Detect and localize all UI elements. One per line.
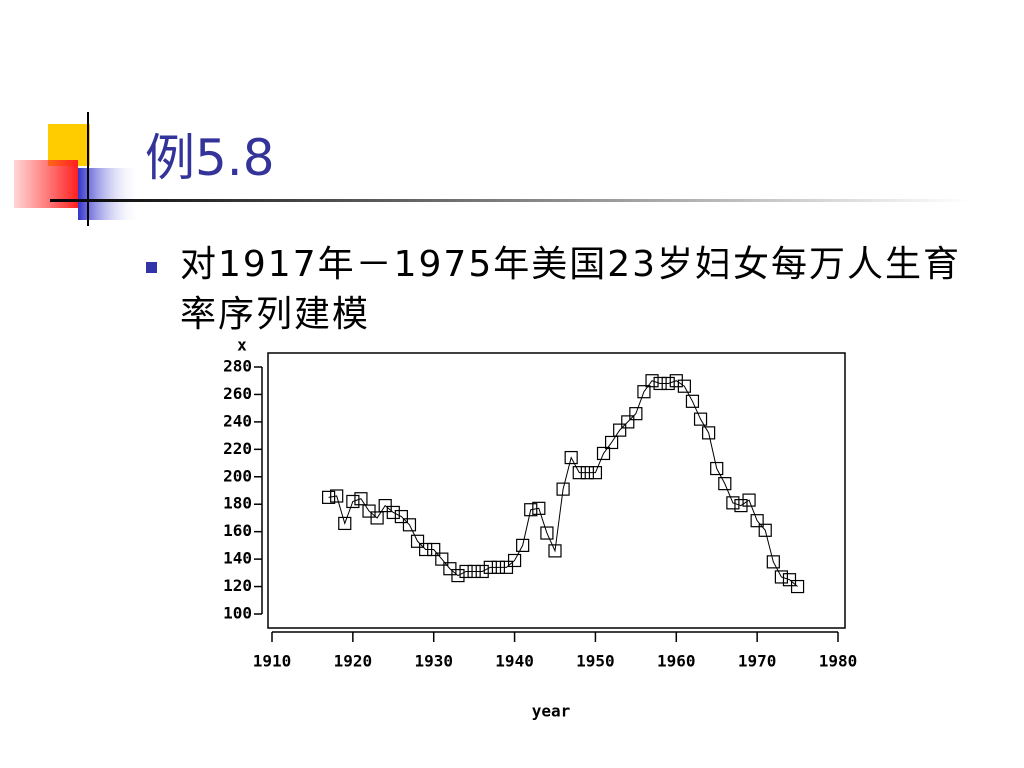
data-point (467, 564, 481, 579)
data-point (661, 376, 675, 391)
data-point (726, 496, 740, 510)
x-tick-label: 1950 (576, 652, 615, 671)
x-tick-label: 1910 (253, 652, 292, 671)
data-point (613, 423, 627, 437)
x-tick-label: 1960 (657, 652, 696, 671)
data-point (637, 385, 651, 399)
data-point (710, 461, 724, 476)
data-point (524, 503, 538, 517)
data-point (330, 489, 344, 503)
data-point (548, 544, 562, 558)
x-tick-label: 1930 (414, 652, 453, 671)
data-point (790, 579, 805, 594)
data-point (378, 498, 392, 513)
data-point (386, 505, 400, 520)
data-point (750, 514, 764, 528)
data-point (346, 494, 360, 509)
data-point (507, 553, 522, 568)
data-point (516, 538, 530, 552)
data-point (718, 477, 732, 491)
data-point (580, 466, 594, 480)
data-point (532, 501, 546, 515)
data-point (604, 435, 619, 450)
data-point (362, 504, 376, 518)
data-point (491, 560, 505, 574)
data-point (443, 562, 457, 576)
plot-frame (267, 352, 846, 629)
data-point (645, 374, 659, 388)
x-axis-label: year (532, 702, 571, 721)
data-point (766, 555, 780, 569)
bullet-marker (146, 262, 157, 273)
data-point (435, 552, 449, 566)
data-point (370, 511, 384, 525)
x-tick-label: 1970 (738, 652, 777, 671)
data-point (702, 426, 716, 440)
data-point (588, 466, 603, 480)
data-point (394, 509, 408, 524)
data-point (322, 490, 336, 504)
data-point (556, 482, 570, 496)
data-point (427, 542, 441, 557)
y-tick-label: 160 (223, 521, 252, 540)
y-tick-label: 120 (223, 576, 252, 595)
y-tick-label: 140 (223, 549, 252, 568)
y-tick-label: 200 (223, 466, 252, 485)
y-tick-label: 180 (223, 494, 252, 513)
data-point (459, 564, 473, 579)
data-point (653, 376, 667, 391)
data-point (354, 492, 368, 506)
data-point (338, 516, 352, 531)
data-point (572, 466, 586, 480)
y-tick-label: 220 (223, 439, 252, 458)
data-point (742, 493, 756, 507)
slide-title: 例5.8 (145, 129, 275, 187)
data-point (564, 450, 578, 465)
data-point (419, 542, 433, 557)
data-point (774, 570, 789, 584)
y-axis-label: x (237, 336, 247, 355)
bullet-text: 对1917年－1975年美国23岁妇女每万人生育率序列建模 (180, 244, 962, 335)
data-point (540, 526, 554, 540)
deco-yellow (48, 124, 90, 166)
data-point (693, 412, 708, 426)
data-point (621, 415, 635, 429)
x-tick-label: 1940 (495, 652, 534, 671)
data-point (782, 573, 797, 587)
y-tick-label: 100 (223, 604, 252, 623)
y-tick-label: 260 (223, 384, 252, 403)
x-tick-label: 1920 (334, 652, 373, 671)
y-tick-label: 240 (223, 411, 252, 430)
y-tick-label: 280 (223, 357, 252, 376)
data-point (685, 394, 700, 408)
data-point (483, 560, 497, 574)
title-rule (50, 199, 970, 202)
data-point (410, 534, 425, 548)
data-point (475, 564, 489, 579)
data-point (596, 446, 611, 461)
data-point (758, 523, 772, 537)
data-point (677, 379, 691, 393)
data-point (629, 407, 643, 421)
x-tick-label: 1980 (819, 652, 858, 671)
data-point (402, 518, 417, 532)
data-point (499, 560, 514, 574)
data-point (451, 568, 465, 583)
